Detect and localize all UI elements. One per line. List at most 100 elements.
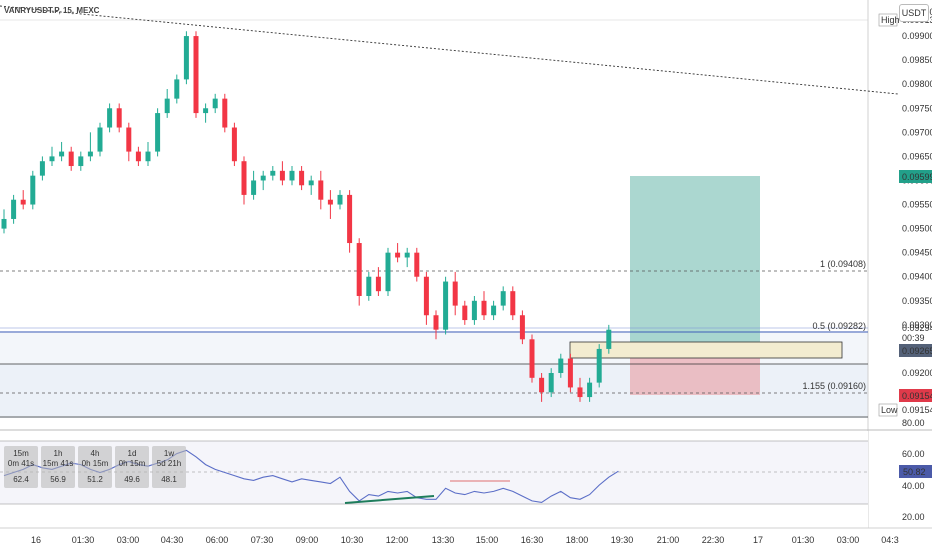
rsi-tick: 20.00	[902, 512, 925, 522]
price-axis-bg[interactable]	[868, 0, 932, 528]
time-tick: 07:30	[251, 535, 274, 545]
current-price-text: 0.09294	[902, 323, 932, 333]
candle-body[interactable]	[241, 161, 247, 195]
candle-body[interactable]	[126, 127, 132, 152]
candle-body[interactable]	[183, 36, 189, 80]
candle-body[interactable]	[596, 348, 602, 383]
candle-body[interactable]	[356, 243, 362, 296]
candle-body[interactable]	[414, 252, 420, 277]
candle-body[interactable]	[68, 151, 74, 167]
rsi-tf-time: 5d 21h	[156, 459, 182, 468]
time-tick: 21:00	[657, 535, 680, 545]
candle-body[interactable]	[423, 276, 429, 316]
time-tick: 03:00	[837, 535, 860, 545]
candle-body[interactable]	[193, 36, 199, 114]
entry-price-badge	[899, 344, 932, 357]
candle-body[interactable]	[577, 387, 583, 398]
rsi-divergence-line[interactable]	[344, 495, 435, 504]
candle-body[interactable]	[1, 218, 7, 229]
candle-body[interactable]	[279, 170, 285, 181]
candle-body[interactable]	[529, 339, 535, 378]
stop-price-badge	[899, 389, 932, 402]
candle-body[interactable]	[327, 199, 333, 205]
currency-button[interactable]: USDT	[899, 4, 929, 22]
candle-body[interactable]	[231, 127, 237, 162]
time-tick: 19:30	[611, 535, 634, 545]
candle-body[interactable]	[222, 98, 228, 128]
candle-body[interactable]	[289, 170, 295, 181]
candle-body[interactable]	[203, 108, 209, 114]
candle-body[interactable]	[500, 291, 506, 306]
symbol-title[interactable]: VANRYUSDT.P, 15, MEXC	[4, 6, 100, 15]
candle-body[interactable]	[462, 305, 468, 321]
candle-body[interactable]	[39, 161, 45, 176]
candle-body[interactable]	[548, 373, 554, 393]
candle-body[interactable]	[49, 156, 55, 162]
candle-body[interactable]	[164, 98, 170, 114]
time-tick: 15:00	[476, 535, 499, 545]
candle-body[interactable]	[385, 252, 391, 292]
candle-body[interactable]	[30, 175, 36, 205]
candle-body[interactable]	[375, 276, 381, 292]
candle-body[interactable]	[78, 156, 84, 167]
candle-body[interactable]	[260, 175, 266, 181]
candle-body[interactable]	[116, 108, 122, 128]
candle-body[interactable]	[452, 281, 458, 306]
candle-body[interactable]	[471, 300, 477, 321]
rsi-timeframe-box: 15m 0m 41s 62.4	[4, 446, 38, 488]
rsi-tf-time: 0m 41s	[7, 459, 35, 468]
time-tick: 04:3	[881, 535, 899, 545]
candle-body[interactable]	[510, 291, 516, 316]
zone-box[interactable]	[569, 341, 843, 359]
candle-body[interactable]	[59, 151, 65, 157]
candle-body[interactable]	[135, 151, 141, 162]
candle-body[interactable]	[443, 281, 449, 330]
price-tick: 0.09350	[902, 296, 932, 306]
candle-body[interactable]	[155, 113, 161, 152]
candle-body[interactable]	[145, 151, 151, 162]
target-zone[interactable]	[630, 176, 760, 343]
candle-body[interactable]	[347, 194, 353, 244]
candle-body[interactable]	[558, 358, 564, 373]
candle-body[interactable]	[539, 377, 545, 393]
candle-body[interactable]	[366, 276, 372, 296]
candle-body[interactable]	[212, 98, 218, 109]
rsi-tf-name: 1w	[163, 449, 175, 458]
candle-body[interactable]	[433, 315, 439, 330]
price-tick: 0.09900	[902, 31, 932, 41]
candle-body[interactable]	[11, 199, 17, 219]
candle-body[interactable]	[318, 180, 324, 200]
candle-body[interactable]	[20, 199, 26, 205]
time-tick: 17	[753, 535, 763, 545]
candle-body[interactable]	[395, 252, 401, 258]
price-tick: 0.09850	[902, 55, 932, 65]
candle-body[interactable]	[404, 252, 410, 258]
candle-body[interactable]	[606, 329, 612, 349]
candle-body[interactable]	[587, 382, 593, 398]
fib-label-1: 1 (0.09408)	[820, 259, 866, 269]
time-tick: 12:00	[386, 535, 409, 545]
candle-body[interactable]	[97, 127, 103, 152]
rsi-timeframe-box: 4h 0h 15m 51.2	[78, 446, 112, 488]
rsi-tick: 40.00	[902, 481, 925, 491]
rsi-value-text: 50.82	[903, 467, 926, 477]
candle-body[interactable]	[519, 315, 525, 340]
candle-body[interactable]	[491, 305, 497, 316]
candle-body[interactable]	[567, 358, 573, 388]
rsi-tf-value: 48.1	[161, 475, 177, 484]
candle-body[interactable]	[251, 180, 257, 195]
candle-body[interactable]	[270, 170, 276, 176]
rsi-tf-time: 0h 15m	[118, 459, 146, 468]
time-tick: 18:00	[566, 535, 589, 545]
candle-body[interactable]	[299, 170, 305, 186]
time-axis-bg[interactable]	[0, 528, 932, 550]
candle-body[interactable]	[481, 300, 487, 316]
candle-body[interactable]	[174, 79, 180, 99]
candle-body[interactable]	[308, 180, 314, 186]
candle-body[interactable]	[107, 108, 113, 128]
target-price-badge	[899, 170, 932, 183]
candle-body[interactable]	[87, 151, 93, 157]
rsi-tf-name: 4h	[90, 449, 100, 458]
low-tag-label: Low	[881, 405, 898, 415]
candle-body[interactable]	[337, 194, 343, 205]
